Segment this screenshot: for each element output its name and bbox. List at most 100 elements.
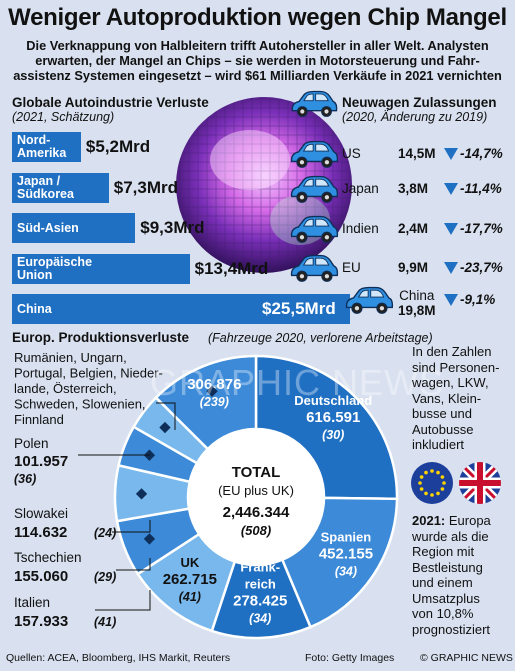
donut-slice-name: Frank- bbox=[240, 559, 280, 574]
leader-marker bbox=[143, 533, 156, 545]
registration-count: 3,8M bbox=[398, 181, 429, 196]
registration-count: 14,5M bbox=[398, 146, 436, 161]
eu-star bbox=[440, 487, 445, 491]
forecast-line: von 10,8% bbox=[412, 606, 474, 621]
registration-change: -14,7% bbox=[460, 146, 503, 161]
donut-ext-name: Finnland bbox=[14, 412, 64, 427]
forecast-line: Europa bbox=[445, 513, 491, 528]
forecast-line: prognostiziert bbox=[412, 621, 491, 637]
loss-bar bbox=[12, 132, 81, 162]
registrations-subtitle: (2020, Änderung zu 2019) bbox=[342, 110, 488, 124]
donut-slice-days: (34) bbox=[249, 611, 271, 625]
page-title: Weniger Autoproduktion wegen Chip Mangel bbox=[8, 4, 507, 31]
eu-star bbox=[419, 475, 424, 479]
eu-star bbox=[436, 470, 440, 475]
donut-ext-days: (29) bbox=[94, 570, 116, 584]
eu-star bbox=[440, 475, 445, 479]
registration-count: 9,9M bbox=[398, 260, 429, 275]
vehicles-note-line: inkludiert bbox=[412, 437, 465, 452]
registration-region: Japan bbox=[342, 181, 379, 196]
registrations-title: Neuwagen Zulassungen bbox=[342, 95, 497, 110]
vehicles-note: In den Zahlen sind Personen-wagen, LKW, Va… bbox=[412, 344, 499, 453]
loss-bar bbox=[12, 213, 136, 243]
donut-ext-name: Italien bbox=[14, 595, 50, 610]
donut-ext-value: 114.632 bbox=[14, 524, 67, 541]
donut-slice-name: reich bbox=[245, 576, 276, 591]
eu-star bbox=[436, 491, 440, 496]
losses-title: Globale Autoindustrie Verluste bbox=[12, 95, 209, 110]
donut-ext-name: Rumänien, Ungarn, bbox=[14, 350, 127, 365]
forecast-line: Umsatzplus bbox=[412, 590, 480, 606]
page-subtitle: Die Verknappung von Halbleitern trifft A… bbox=[4, 38, 511, 83]
vehicles-note-line: Vans, Klein- bbox=[412, 390, 482, 406]
registration-change: -11,4% bbox=[460, 181, 502, 196]
loss-bar-label: Japan / Südkorea bbox=[17, 173, 74, 201]
donut-ext-name: Portugal, Belgien, Nieder- bbox=[14, 366, 163, 381]
donut-slice-name: Deutschland bbox=[294, 393, 372, 408]
forecast-note: 2021: Europa wurde als die Region mit Be… bbox=[412, 513, 491, 637]
leader-line bbox=[156, 402, 176, 430]
eu-star bbox=[424, 491, 428, 496]
subtitle-line: assistenz Systemen eingesetzt – wird $61… bbox=[13, 68, 502, 83]
loss-bar-label: Europäische Union bbox=[17, 254, 93, 282]
forecast-line: Bestleistung bbox=[412, 559, 483, 575]
arrow-down-icon bbox=[444, 223, 458, 235]
car-icon bbox=[290, 140, 339, 168]
donut-slice-value: 278.425 bbox=[233, 592, 287, 609]
registration-count: 2,4M bbox=[398, 221, 429, 236]
registration-region: Indien bbox=[342, 221, 379, 236]
donut-slice-value: 616.591 bbox=[306, 409, 360, 426]
donut-slice-name: Spanien bbox=[321, 530, 372, 545]
eu-star bbox=[424, 470, 428, 475]
vehicles-note-line: Autobusse bbox=[412, 421, 474, 437]
registration-region: China 19,8M bbox=[398, 288, 436, 318]
vehicles-note-line: busse und bbox=[412, 406, 472, 421]
leader-line bbox=[112, 520, 151, 533]
forecast-line: Region mit bbox=[412, 544, 475, 559]
subtitle-line: erwarten, der Mangel an Chips – sie werd… bbox=[35, 53, 480, 68]
donut-slice bbox=[280, 496, 399, 629]
registration-change: -23,7% bbox=[460, 260, 503, 275]
arrow-down-icon bbox=[444, 148, 458, 160]
car-icon bbox=[290, 175, 339, 203]
donut-slice-days: (239) bbox=[200, 395, 229, 409]
leader-line bbox=[95, 590, 151, 611]
eu-star bbox=[418, 481, 422, 485]
donut-slice-days: (30) bbox=[322, 428, 344, 442]
vehicles-note-line: sind Personen- bbox=[412, 359, 500, 375]
registration-region: EU bbox=[342, 260, 361, 275]
watermark: GRAPHIC NEWS bbox=[150, 362, 445, 403]
donut-center-label: TOTAL bbox=[232, 464, 281, 481]
donut-slice-value: 452.155 bbox=[319, 546, 373, 563]
donut-ext-name: Slowakei bbox=[14, 506, 68, 521]
loss-value-label: $13,4Mrd bbox=[194, 258, 269, 278]
leader-marker bbox=[159, 421, 171, 434]
loss-value-label: $5,2Mrd bbox=[85, 137, 151, 156]
donut-ext-name: Polen bbox=[14, 436, 49, 451]
donut-slice-value: 306.876 bbox=[187, 376, 241, 393]
donut-center-label: (EU plus UK) bbox=[218, 483, 294, 498]
donut-slice-name: UK bbox=[180, 555, 199, 570]
donut-ext-value: 157.933 bbox=[14, 613, 68, 630]
leader-marker bbox=[135, 488, 148, 500]
donut-ext-days: (24) bbox=[94, 526, 116, 540]
loss-bar-label: Nord- Amerika bbox=[17, 133, 67, 160]
eu-flag-icon bbox=[411, 462, 453, 504]
footer-photo: Foto: Getty Images bbox=[305, 652, 395, 664]
uk-flag-icon bbox=[459, 462, 501, 504]
donut-center bbox=[189, 430, 323, 564]
eu-star bbox=[430, 469, 434, 473]
arrow-down-icon bbox=[444, 262, 458, 274]
forecast-year: 2021: bbox=[412, 513, 446, 528]
arrow-down-icon bbox=[444, 183, 458, 195]
donut-ext-days: (36) bbox=[14, 472, 36, 486]
registration-change: -9,1% bbox=[460, 292, 496, 307]
car-icon bbox=[290, 215, 339, 243]
loss-bar bbox=[12, 172, 109, 203]
loss-bar-label: China bbox=[17, 301, 52, 316]
donut-slice-days: (34) bbox=[335, 565, 357, 579]
losses-subtitle: (2021, Schätzung) bbox=[12, 110, 115, 124]
leader-marker bbox=[206, 385, 218, 397]
